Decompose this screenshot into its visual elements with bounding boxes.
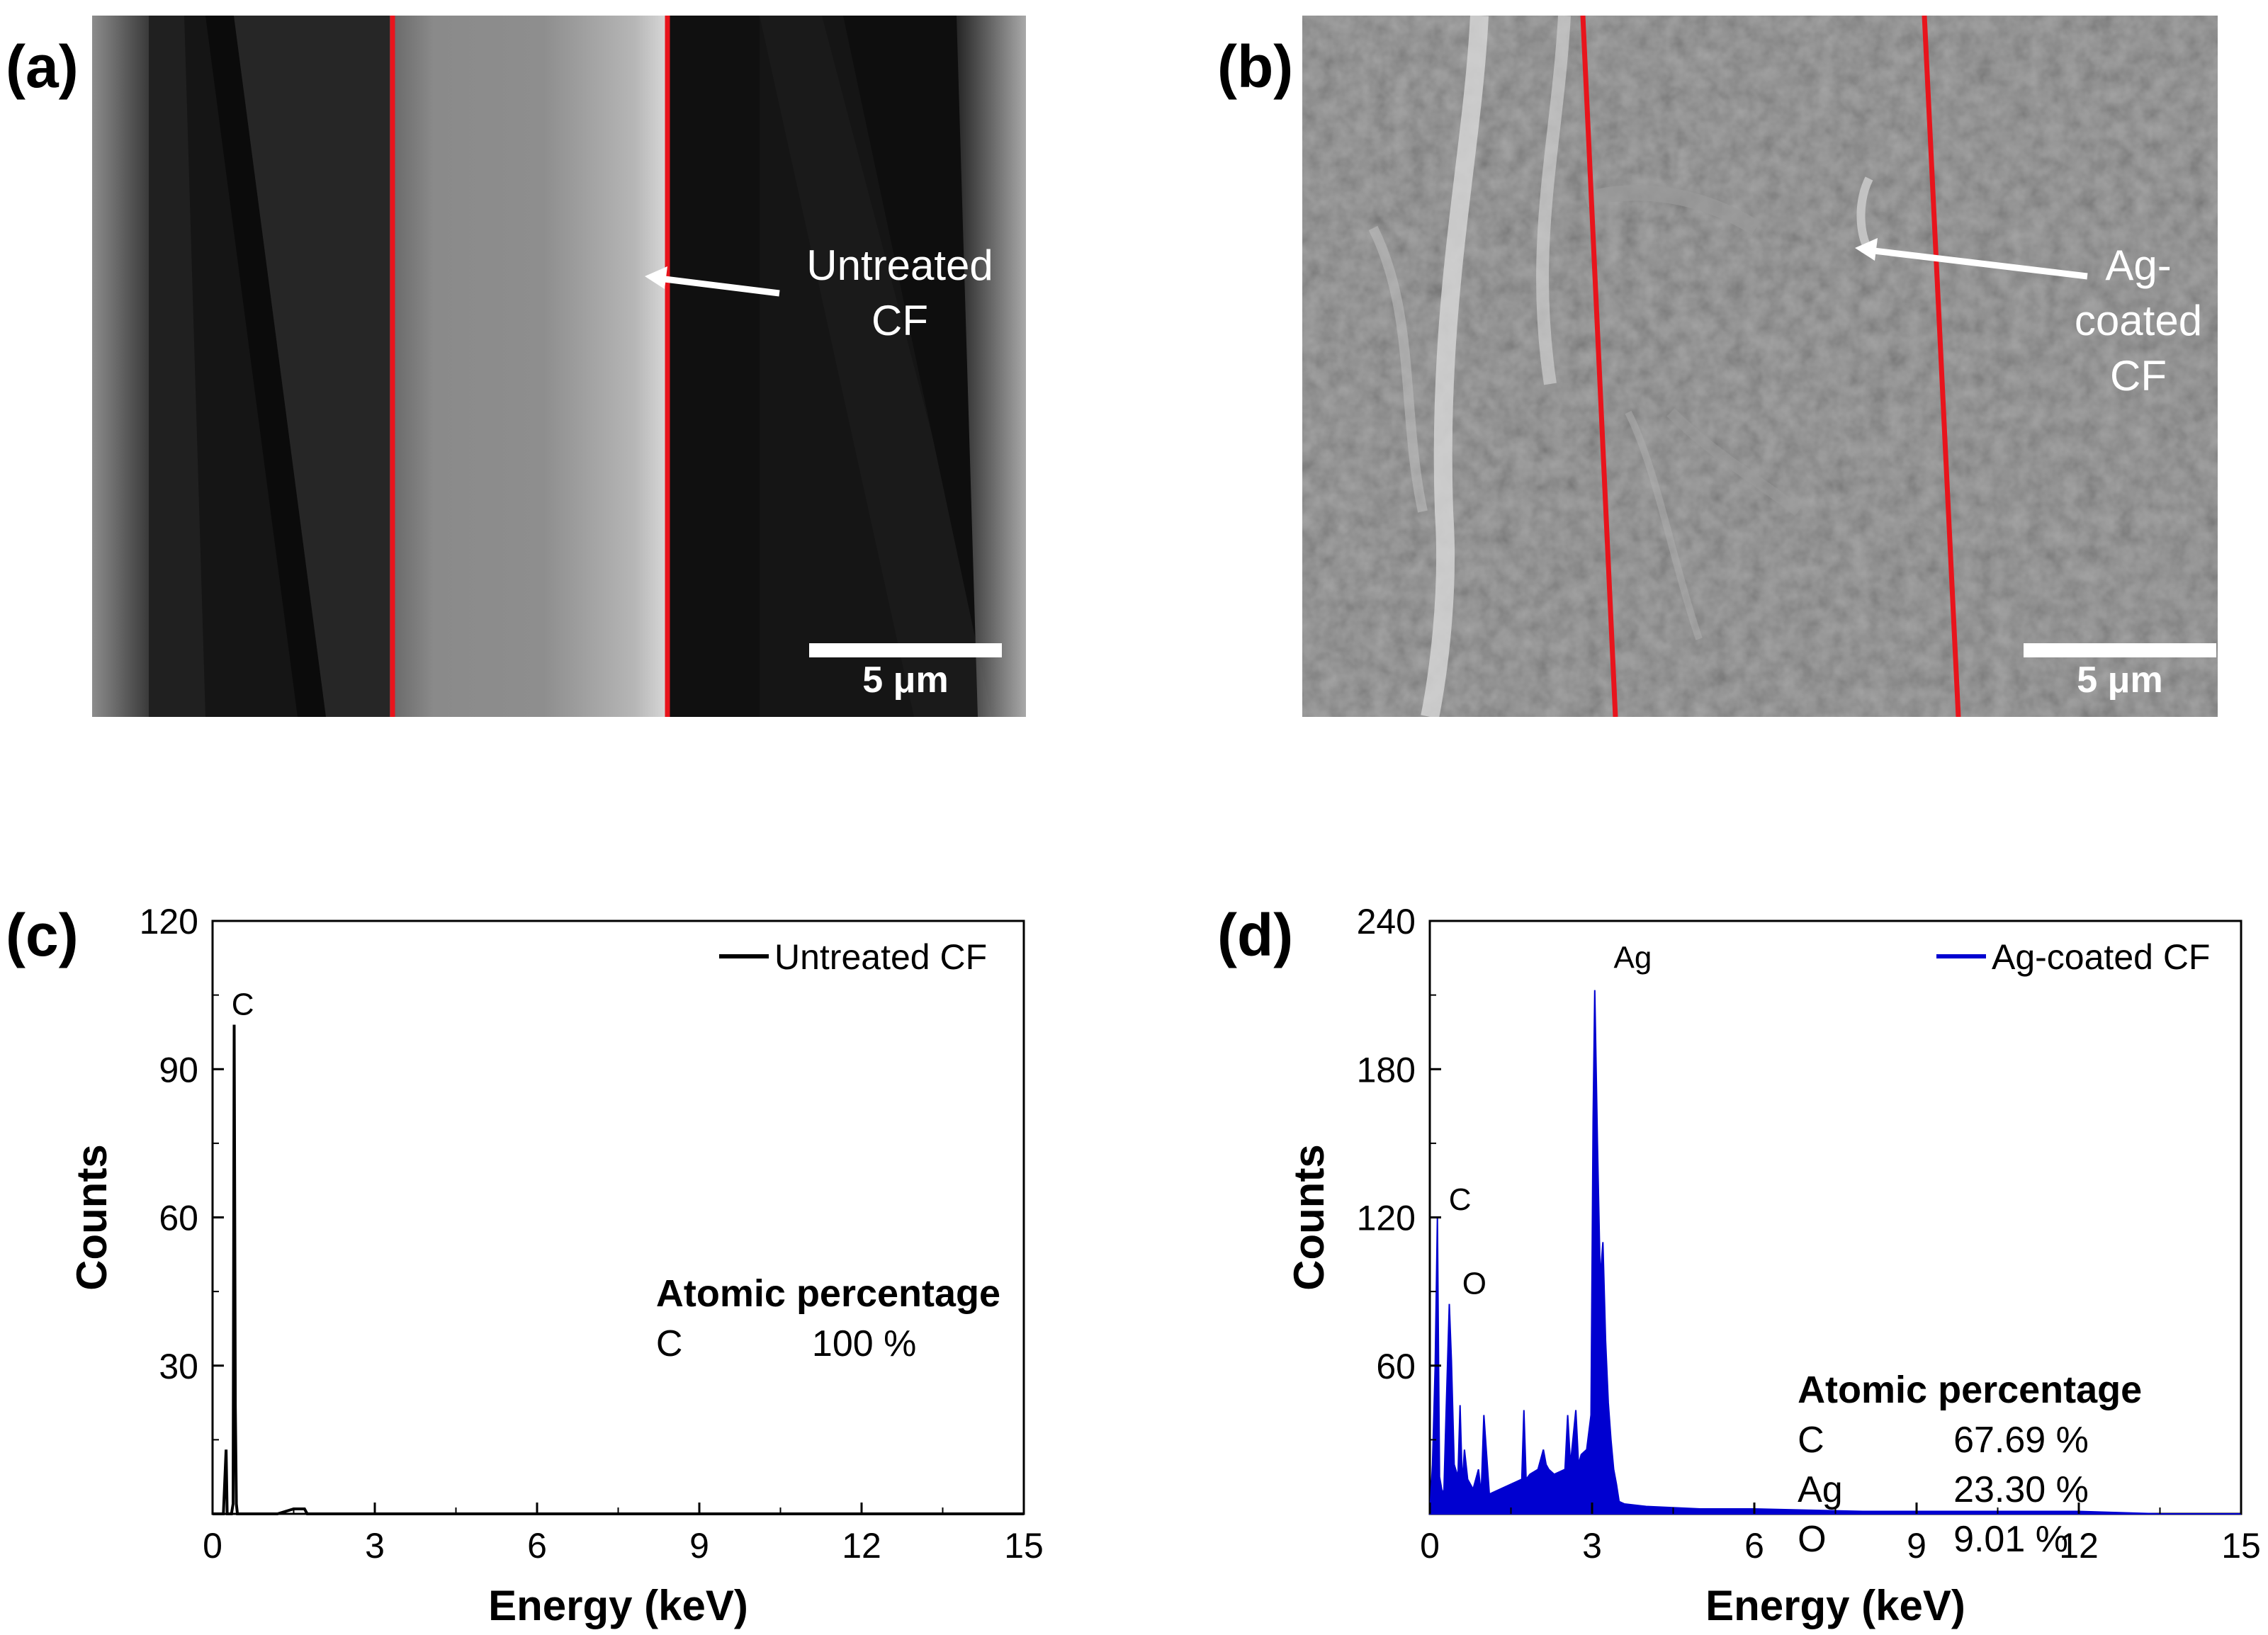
x-tick-label: 9: [689, 1526, 709, 1566]
x-tick-label: 6: [1744, 1526, 1764, 1566]
y-axis-label: Counts: [1285, 1144, 1333, 1291]
y-tick-label: 180: [1357, 1050, 1416, 1090]
x-tick-label: 0: [1420, 1526, 1440, 1566]
plot-frame: [213, 921, 1024, 1514]
x-tick-label: 9: [1907, 1526, 1926, 1566]
eds-chart-untreated: Untreated CF 0 3 6 9 12 15 30 60 90 120 Energy (keV…: [0, 878, 1105, 1631]
annotation-label-ag-coated: Ag-coated CF: [2060, 238, 2216, 404]
series-line: [213, 1025, 1024, 1515]
atomic-percentage-value: 9.01 %: [1953, 1519, 2068, 1560]
peak-label: Ag: [1614, 940, 1652, 975]
x-tick-label: 3: [365, 1526, 385, 1566]
panel-label-b: (b): [1217, 37, 1293, 96]
atomic-percentage-title: Atomic percentage: [656, 1272, 1000, 1315]
sem-image-untreated: Untreated CF 5 μm: [92, 16, 1026, 717]
legend-label: Ag-coated CF: [1992, 937, 2210, 977]
x-tick-label: 12: [842, 1526, 881, 1566]
scale-bar: [809, 643, 1002, 657]
x-tick-label: 15: [2221, 1526, 2261, 1566]
panel-label-a: (a): [6, 37, 79, 96]
x-axis-label: Energy (keV): [488, 1582, 748, 1629]
y-tick-label: 60: [1376, 1347, 1416, 1386]
peak-label: C: [1449, 1182, 1472, 1217]
atomic-percentage-element: Ag: [1798, 1469, 1843, 1510]
x-tick-label: 6: [527, 1526, 547, 1566]
plot-frame: [1430, 921, 2241, 1514]
scale-bar: [2024, 643, 2216, 657]
x-axis-label: Energy (keV): [1705, 1582, 1965, 1629]
y-tick-label: 30: [159, 1347, 198, 1386]
legend-label: Untreated CF: [774, 937, 987, 977]
sem-image-ag-coated: Ag-coated CF 5 μm: [1302, 16, 2218, 717]
y-tick-label: 120: [1357, 1199, 1416, 1238]
atomic-percentage-value: 100 %: [812, 1323, 916, 1364]
peak-label: C: [232, 988, 254, 1022]
series-area: [1430, 990, 2241, 1514]
atomic-percentage-value: 67.69 %: [1953, 1420, 2089, 1461]
atomic-percentage-element: C: [1798, 1420, 1824, 1461]
atomic-percentage-title: Atomic percentage: [1798, 1369, 2142, 1411]
y-tick-label: 60: [159, 1199, 198, 1238]
y-tick-label: 90: [159, 1050, 198, 1090]
atomic-percentage-element: O: [1798, 1519, 1826, 1560]
atomic-percentage-value: 23.30 %: [1953, 1469, 2089, 1510]
y-tick-label: 120: [140, 902, 198, 941]
eds-chart-svg: Untreated CF 0 3 6 9 12 15 30 60 90 120 Energy (keV…: [0, 878, 1105, 1631]
atomic-percentage-element: C: [656, 1323, 683, 1364]
x-tick-label: 0: [203, 1526, 222, 1566]
scale-bar-label: 5 μm: [2024, 659, 2216, 701]
scale-bar-label: 5 μm: [809, 659, 1002, 701]
x-tick-label: 3: [1582, 1526, 1602, 1566]
peak-label: O: [1462, 1267, 1486, 1301]
y-axis-label: Counts: [68, 1144, 115, 1291]
y-tick-label: 240: [1357, 902, 1416, 941]
annotation-label-untreated: Untreated CF: [779, 238, 1020, 349]
x-tick-label: 15: [1004, 1526, 1044, 1566]
